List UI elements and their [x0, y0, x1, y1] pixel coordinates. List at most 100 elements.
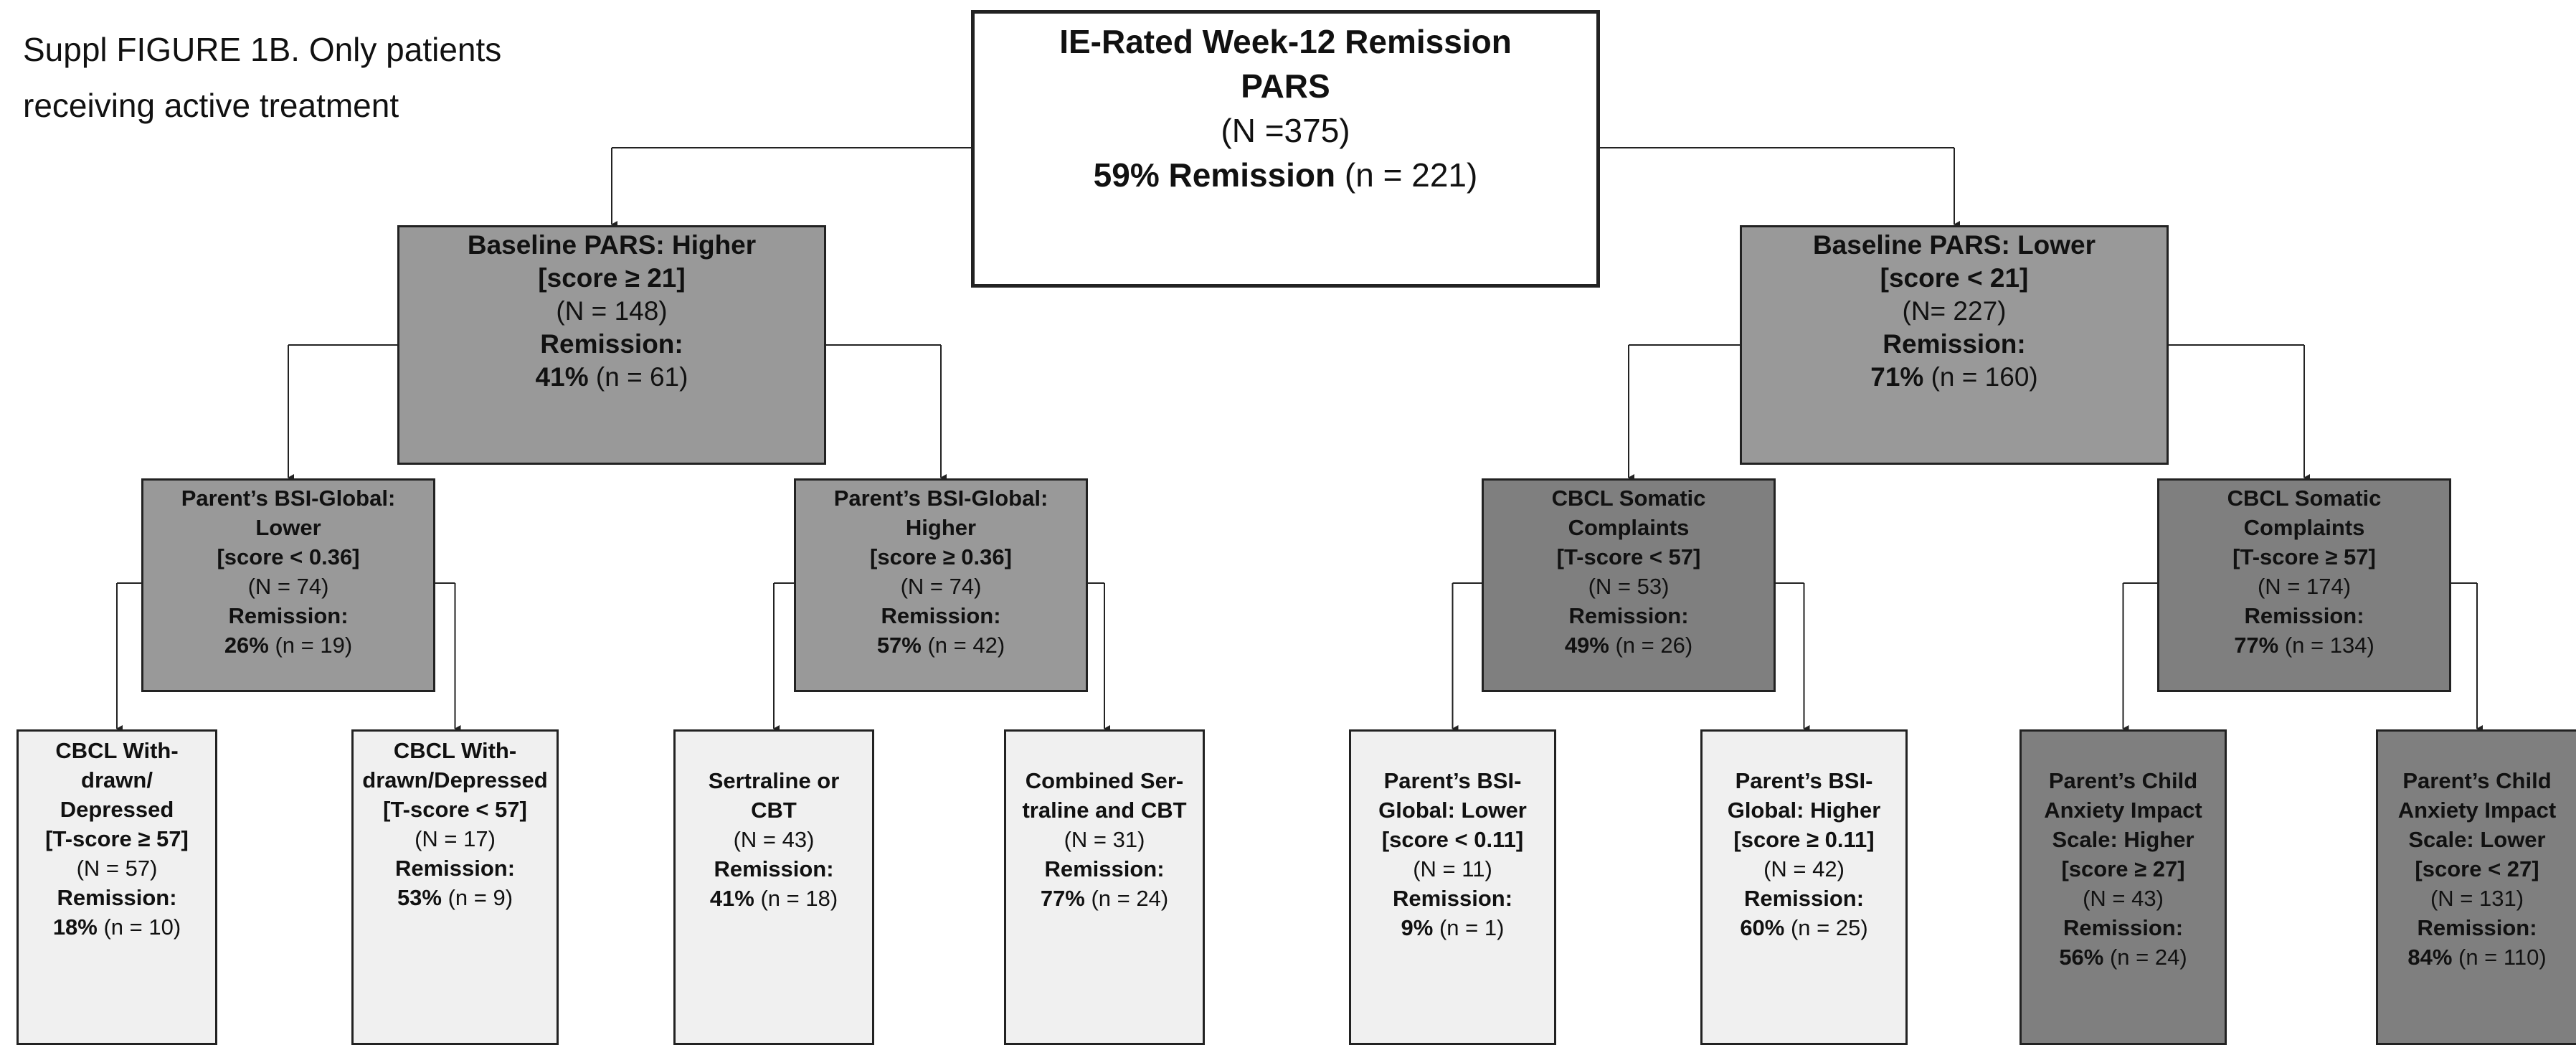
- node-line: 71% (n = 160): [1870, 361, 2037, 394]
- node-line: Remission:: [1393, 884, 1512, 913]
- node-text: Remission:: [881, 603, 1001, 628]
- node-text: Baseline PARS: Lower: [1812, 230, 2096, 260]
- node-text: drawn/Depressed: [362, 767, 548, 793]
- node-text: (N = 31): [1064, 827, 1145, 852]
- node-line: [score ≥ 27]: [2061, 854, 2184, 884]
- node-line: 77% (n = 24): [1041, 884, 1168, 913]
- node-line: Global: Lower: [1378, 795, 1527, 825]
- node-text: Complaints: [2243, 515, 2365, 540]
- node-text: (n = 42): [921, 633, 1005, 658]
- node-text: 26%: [224, 633, 269, 658]
- node-text: Parent’s BSI-: [1383, 768, 1522, 793]
- node-line: drawn/: [81, 765, 153, 795]
- node-text: drawn/: [81, 767, 153, 793]
- node-text: CBCL With-: [393, 738, 517, 763]
- node-line: (N = 43): [2083, 884, 2164, 913]
- node-line: CBT: [751, 795, 797, 825]
- node-text: 71%: [1870, 362, 1924, 392]
- node-line: CBCL With-: [55, 736, 178, 765]
- node-text: (N = 42): [1763, 856, 1845, 881]
- node-line: Global: Higher: [1728, 795, 1881, 825]
- node-text: (n = 110): [2452, 945, 2547, 970]
- node-line: drawn/Depressed: [362, 765, 547, 795]
- node-text: Remission:: [1743, 886, 1865, 911]
- node-line: Sertraline or: [709, 766, 840, 795]
- node-text: (N = 57): [76, 856, 158, 881]
- node-text: [score < 27]: [2415, 856, 2539, 881]
- node-line: Parent’s Child: [2402, 766, 2551, 795]
- node-text: [score < 0.11]: [1381, 827, 1524, 852]
- node-line: Parent’s BSI-: [1384, 766, 1522, 795]
- node-text: Scale: Higher: [2052, 827, 2194, 852]
- node-text: Parent’s Child: [2402, 768, 2552, 793]
- node-text: (n = 24): [2103, 945, 2187, 970]
- node-text: [score ≥ 0.11]: [1733, 827, 1875, 852]
- node-text: (n = 9): [441, 885, 513, 910]
- node-text: (N = 43): [733, 827, 815, 852]
- node-line: (N = 17): [415, 824, 496, 854]
- tree-node: CBCL With-drawn/Depressed [T-score < 57] (…: [351, 729, 559, 1045]
- node-text: Remission:: [1044, 856, 1165, 881]
- tree-node: Parent’s Child Anxiety Impact Scale: Lower…: [2376, 729, 2576, 1045]
- node-text: [score ≥ 21]: [538, 263, 686, 293]
- node-line: [score ≥ 21]: [538, 262, 685, 295]
- node-text: Remission:: [228, 603, 349, 628]
- node-line: Complaints: [1568, 513, 1690, 542]
- node-line: Parent’s BSI-: [1736, 766, 1873, 795]
- node-text: (N = 11): [1413, 856, 1492, 881]
- node-text: (n = 24): [1084, 886, 1169, 911]
- node-line: 18% (n = 10): [53, 912, 181, 942]
- node-line: Remission:: [228, 601, 348, 630]
- node-line: (N = 174): [2258, 572, 2351, 601]
- node-text: Remission:: [1568, 603, 1689, 628]
- node-line: Remission:: [1883, 328, 2025, 361]
- node-text: [T-score < 57]: [383, 797, 527, 822]
- tree-node: Combined Ser-traline and CBT (N = 31) Remi…: [1004, 729, 1205, 1045]
- node-line: Remission:: [1568, 601, 1688, 630]
- node-text: 41%: [535, 362, 589, 392]
- node-text: CBCL Somatic: [1551, 486, 1706, 511]
- caption-line: Suppl FIGURE 1B. Only patients: [23, 31, 502, 68]
- node-line: [score < 0.11]: [1382, 825, 1523, 854]
- node-line: 9% (n = 1): [1401, 913, 1505, 942]
- node-text: Remission:: [714, 856, 834, 881]
- node-text: Sertraline or: [708, 768, 840, 793]
- node-text: (n = 19): [268, 633, 353, 658]
- tree-node: CBCL Somatic Complaints [T-score ≥ 57] (N =…: [2157, 478, 2451, 692]
- node-line: Parent’s BSI-Global:: [181, 483, 396, 513]
- tree-node: Parent’s BSI- Global: Higher [score ≥ 0.11…: [1700, 729, 1908, 1045]
- node-line: (N = 11): [1413, 854, 1492, 884]
- node-line: Anxiety Impact: [2398, 795, 2557, 825]
- node-text: CBT: [751, 798, 797, 823]
- node-text: Remission:: [1392, 886, 1513, 911]
- node-line: 41% (n = 61): [536, 361, 688, 394]
- node-line: (N= 227): [1903, 295, 2007, 328]
- node-text: (N = 17): [415, 826, 496, 851]
- node-text: 18%: [52, 914, 98, 940]
- node-text: (n = 1): [1433, 915, 1505, 940]
- node-text: (N =375): [1221, 112, 1350, 149]
- node-line: IE-Rated Week-12 Remission: [1059, 19, 1512, 64]
- node-text: 53%: [397, 885, 442, 910]
- tree-node: Baseline PARS: Lower [score < 21] (N= 227)…: [1740, 225, 2169, 465]
- node-text: Anxiety Impact: [2397, 798, 2557, 823]
- page: Suppl FIGURE 1B. Only patients receiving…: [16, 10, 2576, 1045]
- node-line: (N =375): [1221, 108, 1350, 153]
- node-text: 56%: [2059, 945, 2104, 970]
- node-line: PARS: [1241, 64, 1330, 108]
- node-line: Baseline PARS: Higher: [468, 229, 756, 262]
- node-line: 53% (n = 9): [397, 883, 513, 912]
- node-line: (N = 57): [77, 854, 158, 883]
- node-text: Lower: [255, 515, 321, 540]
- node-line: 57% (n = 42): [877, 630, 1005, 660]
- node-text: (n = 10): [97, 914, 181, 940]
- node-line: Scale: Higher: [2052, 825, 2194, 854]
- node-line: Remission:: [57, 883, 176, 912]
- node-line: (N = 131): [2430, 884, 2524, 913]
- node-text: (N = 74): [247, 574, 329, 599]
- node-line: Remission:: [1744, 884, 1864, 913]
- tree-node: Sertraline or CBT (N = 43) Remission: 41% (n…: [673, 729, 874, 1045]
- node-line: Remission:: [395, 854, 515, 883]
- node-text: Complaints: [1568, 515, 1690, 540]
- node-text: Remission:: [2417, 915, 2537, 940]
